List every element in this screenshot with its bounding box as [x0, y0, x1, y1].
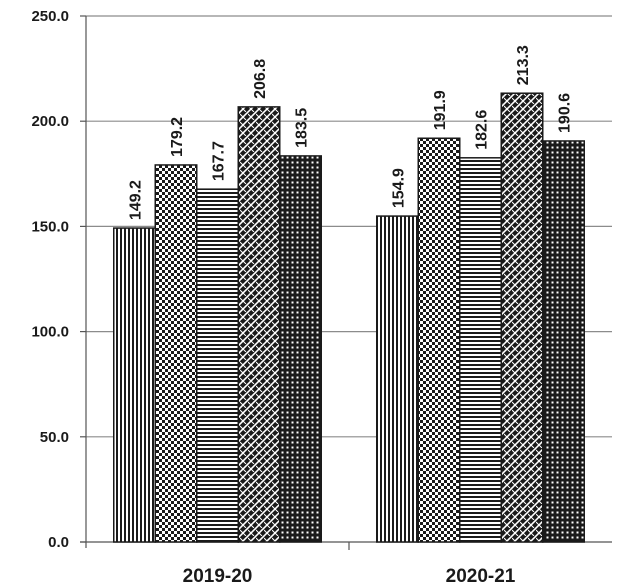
data-label: 206.8 [252, 59, 269, 99]
bar-2020-21-3 [459, 157, 502, 543]
data-label: 213.3 [515, 45, 532, 85]
y-tick-label: 0.0 [48, 534, 69, 551]
data-label: 183.5 [294, 108, 311, 148]
data-label: 191.9 [432, 90, 449, 130]
data-label: 190.6 [557, 93, 574, 133]
bar-2019-20-1 [113, 227, 156, 543]
data-label: 154.9 [391, 168, 408, 208]
data-label: 149.2 [128, 180, 145, 220]
bar-2019-20-2 [154, 164, 198, 543]
x-category-label: 2019-20 [183, 566, 253, 587]
y-tick-label: 100.0 [31, 324, 69, 341]
bar-2019-20-5 [279, 155, 322, 543]
y-tick-label: 250.0 [31, 8, 69, 25]
bar-2020-21-1 [376, 215, 419, 543]
y-tick-label: 150.0 [31, 218, 69, 235]
bars [113, 92, 585, 543]
bar-2019-20-4 [237, 106, 281, 543]
data-label: 179.2 [169, 117, 186, 157]
bar-2020-21-2 [417, 137, 461, 543]
y-tick-label: 200.0 [31, 113, 69, 130]
data-label: 182.6 [474, 110, 491, 150]
data-label: 167.7 [211, 141, 228, 181]
y-tick-label: 50.0 [40, 429, 69, 446]
axes: 0.0 50.0 100.0 150.0 200.0 250.0 2019-20 2020-2… [31, 8, 612, 587]
bar-2020-21-5 [542, 140, 585, 543]
x-category-label: 2020-21 [446, 566, 516, 587]
bar-2019-20-3 [196, 188, 239, 543]
data-labels: 149.2 179.2 167.7 206.8 183.5 154.9 191.9 182.6… [128, 45, 574, 220]
bar-2020-21-4 [500, 92, 544, 543]
